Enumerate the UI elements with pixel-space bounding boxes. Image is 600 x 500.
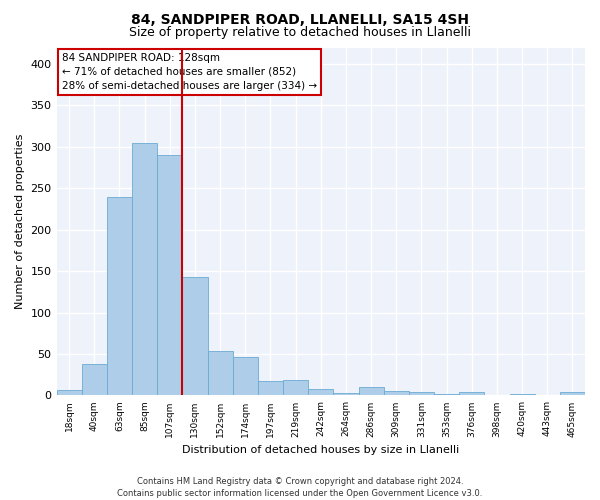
X-axis label: Distribution of detached houses by size in Llanelli: Distribution of detached houses by size … — [182, 445, 460, 455]
Text: Contains HM Land Registry data © Crown copyright and database right 2024.
Contai: Contains HM Land Registry data © Crown c… — [118, 476, 482, 498]
Bar — [509, 394, 535, 396]
Bar — [359, 387, 383, 396]
Bar — [157, 155, 182, 396]
Bar — [434, 394, 459, 396]
Text: 84 SANDPIPER ROAD: 128sqm
← 71% of detached houses are smaller (852)
28% of semi: 84 SANDPIPER ROAD: 128sqm ← 71% of detac… — [62, 52, 317, 90]
Y-axis label: Number of detached properties: Number of detached properties — [15, 134, 25, 309]
Bar — [107, 196, 132, 396]
Bar — [182, 277, 208, 396]
Bar — [334, 393, 359, 396]
Bar — [56, 390, 82, 396]
Bar — [233, 358, 258, 396]
Bar — [560, 392, 585, 396]
Text: Size of property relative to detached houses in Llanelli: Size of property relative to detached ho… — [129, 26, 471, 39]
Bar — [459, 392, 484, 396]
Bar — [383, 392, 409, 396]
Bar — [208, 350, 233, 396]
Bar — [82, 364, 107, 396]
Bar — [409, 392, 434, 396]
Text: 84, SANDPIPER ROAD, LLANELLI, SA15 4SH: 84, SANDPIPER ROAD, LLANELLI, SA15 4SH — [131, 12, 469, 26]
Bar — [283, 380, 308, 396]
Bar — [535, 394, 560, 396]
Bar — [132, 143, 157, 396]
Bar — [308, 389, 334, 396]
Bar — [484, 394, 509, 396]
Bar — [258, 382, 283, 396]
